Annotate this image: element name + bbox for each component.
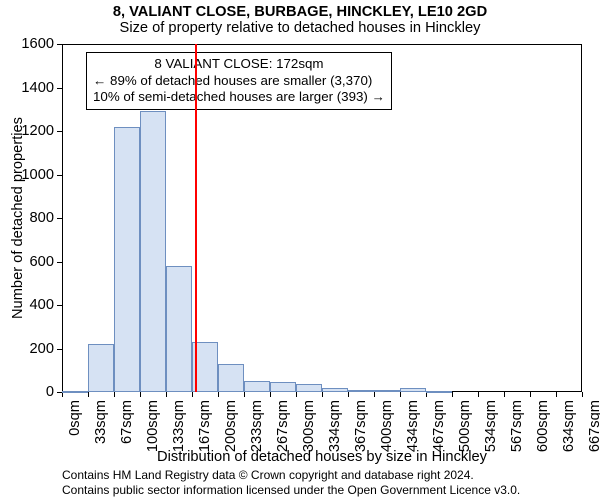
histogram-bar — [244, 381, 270, 392]
x-tick-mark — [478, 392, 479, 397]
y-tick-mark — [57, 175, 62, 176]
y-tick-label: 1600 — [14, 36, 54, 52]
x-tick-label: 367sqm — [353, 400, 369, 500]
chart-root: 8, VALIANT CLOSE, BURBAGE, HINCKLEY, LE1… — [0, 0, 600, 500]
x-tick-label: 33sqm — [93, 400, 109, 500]
x-tick-label: 233sqm — [249, 400, 265, 500]
x-tick-mark — [530, 392, 531, 397]
x-tick-label: 500sqm — [457, 400, 473, 500]
x-tick-label: 667sqm — [587, 400, 600, 500]
y-tick-mark — [57, 262, 62, 263]
annotation-line: 10% of semi-detached houses are larger (… — [93, 89, 385, 106]
histogram-bar — [296, 384, 322, 392]
x-tick-label: 334sqm — [327, 400, 343, 500]
x-tick-label: 67sqm — [119, 400, 135, 500]
x-axis-title: Distribution of detached houses by size … — [62, 449, 582, 465]
y-tick-mark — [57, 88, 62, 89]
y-tick-label: 200 — [14, 341, 54, 357]
x-tick-mark — [140, 392, 141, 397]
histogram-bar — [62, 391, 88, 393]
x-tick-label: 567sqm — [509, 400, 525, 500]
x-tick-label: 467sqm — [431, 400, 447, 500]
histogram-bar — [426, 391, 452, 393]
histogram-bar — [400, 388, 426, 392]
x-tick-label: 133sqm — [171, 400, 187, 500]
x-tick-label: 0sqm — [67, 400, 83, 500]
y-tick-label: 1200 — [14, 123, 54, 139]
histogram-bar — [140, 111, 166, 392]
title-block: 8, VALIANT CLOSE, BURBAGE, HINCKLEY, LE1… — [0, 4, 600, 36]
x-tick-mark — [244, 392, 245, 397]
histogram-bar — [88, 344, 114, 392]
histogram-bar — [348, 390, 374, 392]
chart-subtitle: Size of property relative to detached ho… — [0, 20, 600, 36]
y-tick-label: 0 — [14, 384, 54, 400]
x-tick-label: 400sqm — [379, 400, 395, 500]
y-tick-mark — [57, 305, 62, 306]
y-tick-label: 1400 — [14, 80, 54, 96]
x-tick-mark — [218, 392, 219, 397]
x-tick-label: 267sqm — [275, 400, 291, 500]
histogram-bar — [218, 364, 244, 392]
y-tick-label: 400 — [14, 297, 54, 313]
y-tick-label: 600 — [14, 254, 54, 270]
annotation-box: 8 VALIANT CLOSE: 172sqm← 89% of detached… — [86, 52, 392, 110]
x-tick-label: 200sqm — [223, 400, 239, 500]
histogram-bar — [322, 388, 348, 392]
x-tick-mark — [374, 392, 375, 397]
histogram-bar — [270, 382, 296, 392]
x-tick-mark — [296, 392, 297, 397]
histogram-bar — [166, 266, 192, 392]
x-tick-mark — [348, 392, 349, 397]
annotation-line: 8 VALIANT CLOSE: 172sqm — [93, 56, 385, 73]
y-tick-label: 1000 — [14, 167, 54, 183]
y-tick-mark — [57, 131, 62, 132]
marker-line — [195, 44, 197, 392]
x-tick-mark — [556, 392, 557, 397]
x-tick-mark — [192, 392, 193, 397]
x-tick-mark — [400, 392, 401, 397]
x-tick-mark — [114, 392, 115, 397]
x-tick-label: 100sqm — [145, 400, 161, 500]
x-tick-label: 434sqm — [405, 400, 421, 500]
y-tick-mark — [57, 349, 62, 350]
x-tick-mark — [322, 392, 323, 397]
x-tick-mark — [88, 392, 89, 397]
x-tick-mark — [452, 392, 453, 397]
chart-title: 8, VALIANT CLOSE, BURBAGE, HINCKLEY, LE1… — [0, 4, 600, 20]
y-tick-label: 800 — [14, 210, 54, 226]
x-tick-label: 534sqm — [483, 400, 499, 500]
histogram-bar — [114, 127, 140, 392]
x-tick-label: 300sqm — [301, 400, 317, 500]
x-tick-label: 600sqm — [535, 400, 551, 500]
x-tick-mark — [582, 392, 583, 397]
x-tick-mark — [504, 392, 505, 397]
x-tick-label: 167sqm — [197, 400, 213, 500]
histogram-bar — [374, 390, 400, 392]
y-tick-mark — [57, 218, 62, 219]
y-tick-mark — [57, 44, 62, 45]
x-tick-mark — [270, 392, 271, 397]
x-tick-mark — [166, 392, 167, 397]
annotation-line: ← 89% of detached houses are smaller (3,… — [93, 73, 385, 90]
x-tick-label: 634sqm — [561, 400, 577, 500]
